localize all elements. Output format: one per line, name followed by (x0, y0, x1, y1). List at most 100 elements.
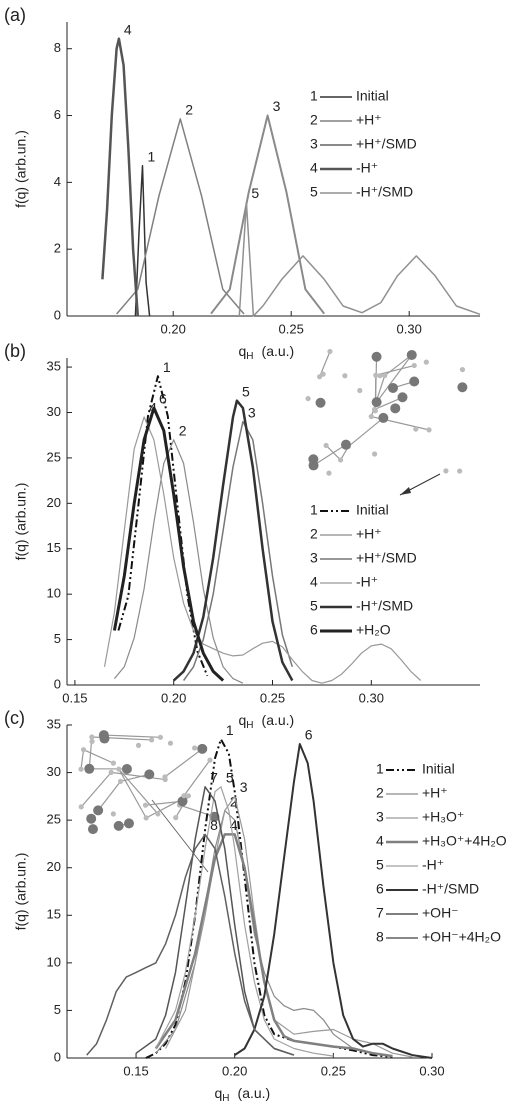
peak-label: 2 (179, 422, 187, 438)
x-tick-label: 0.25 (260, 690, 285, 705)
legend-label: +OH⁻+4H₂O (422, 929, 501, 945)
peak-label: 1 (226, 722, 234, 738)
y-tick-label: 8 (54, 40, 61, 55)
atom (142, 802, 149, 808)
series-line (238, 201, 481, 317)
bond (164, 748, 203, 778)
peak-label: 4 (230, 817, 238, 833)
legend-label: -H⁺ (422, 857, 444, 873)
legend-number: 4 (310, 160, 318, 176)
atom (157, 734, 164, 740)
legend-number: 8 (376, 929, 384, 945)
y-tick-label: 15 (47, 540, 61, 555)
x-axis-label: qH (a.u.) (215, 1085, 271, 1104)
legend-number: 6 (376, 881, 384, 897)
pointer-line (151, 799, 209, 873)
atom (86, 813, 97, 824)
peak-label: 6 (159, 391, 167, 407)
atom (181, 793, 187, 799)
bond (145, 800, 183, 806)
atom (192, 745, 198, 751)
legend-label: Initial (422, 761, 455, 777)
x-tick-label: 0.25 (321, 1063, 346, 1078)
atom (423, 359, 429, 365)
bond (375, 364, 415, 376)
legend-label: +H⁺ (356, 112, 382, 128)
series-line (116, 118, 245, 315)
atom (371, 397, 382, 408)
atom (80, 747, 87, 753)
atom (411, 362, 417, 369)
atom (185, 793, 191, 799)
peak-label: 5 (242, 383, 250, 399)
x-label-unit: (a.u.) (262, 343, 295, 359)
atom (387, 382, 398, 393)
y-tick-label: 35 (47, 716, 61, 731)
y-tick-label: 20 (47, 859, 61, 874)
legend-label: +H⁺/SMD (356, 136, 417, 152)
y-tick-label: 25 (47, 812, 61, 827)
x-label-sub: H (246, 351, 253, 362)
y-tick-label: 5 (54, 1002, 61, 1017)
bond (179, 804, 215, 818)
legend-number: 2 (310, 526, 318, 542)
bond (97, 781, 122, 811)
y-axis-label: f(q) (arb.un.) (13, 853, 29, 931)
y-tick-label: 5 (54, 631, 61, 646)
peak-label: 7 (210, 770, 218, 786)
x-label-unit: (a.u.) (238, 1085, 271, 1101)
panel-label: (a) (4, 5, 26, 25)
x-tick-label: 0.20 (161, 321, 186, 336)
legend-label: Initial (356, 88, 389, 104)
legend-label: -H⁺ (356, 574, 378, 590)
legend-number: 5 (376, 857, 384, 873)
y-axis-label: f(q) (arb.un.) (13, 130, 29, 208)
atom (443, 468, 449, 474)
legend-label: -H⁺/SMD (422, 881, 479, 897)
atom (117, 778, 124, 784)
atom (340, 439, 351, 450)
atom (110, 811, 116, 817)
bond (80, 771, 112, 808)
legend-number: 1 (376, 761, 384, 777)
bond (111, 771, 166, 781)
atom (89, 738, 95, 745)
arrow-head (400, 487, 411, 495)
legend-label: +OH⁻ (422, 905, 459, 921)
atom (357, 387, 363, 394)
y-axis-label: f(q) (arb.un.) (13, 483, 29, 561)
series-line (155, 786, 334, 1057)
y-tick-label: 0 (54, 1049, 61, 1064)
atom (371, 406, 378, 413)
legend-number: 2 (310, 112, 318, 128)
bond (376, 354, 413, 403)
atom (110, 760, 116, 766)
atom (116, 766, 122, 772)
peak-label: 3 (240, 779, 248, 795)
legend-number: 1 (310, 502, 318, 518)
y-tick-label: 10 (47, 954, 61, 969)
legend-number: 3 (310, 136, 318, 152)
atom (342, 373, 348, 379)
x-label-sub: H (222, 1093, 229, 1104)
atom (121, 763, 132, 774)
x-label-main: q (239, 712, 247, 728)
x-label-unit: (a.u.) (262, 712, 295, 728)
legend-number: 7 (376, 905, 384, 921)
atom (135, 742, 142, 748)
atom (426, 427, 432, 433)
atom (173, 815, 179, 821)
atom (457, 382, 468, 393)
series-line (172, 399, 294, 682)
x-tick-label: 0.20 (161, 690, 186, 705)
x-tick-label: 0.20 (222, 1063, 247, 1078)
atom (78, 766, 84, 772)
peak-label: 2 (185, 102, 193, 118)
legend-label: -H⁺/SMD (356, 184, 413, 200)
legend-number: 4 (376, 833, 384, 849)
series-line (234, 743, 433, 1059)
atom (89, 734, 95, 740)
bond (80, 749, 85, 770)
legend-label: -H⁺ (356, 160, 378, 176)
legend-number: 5 (310, 184, 318, 200)
